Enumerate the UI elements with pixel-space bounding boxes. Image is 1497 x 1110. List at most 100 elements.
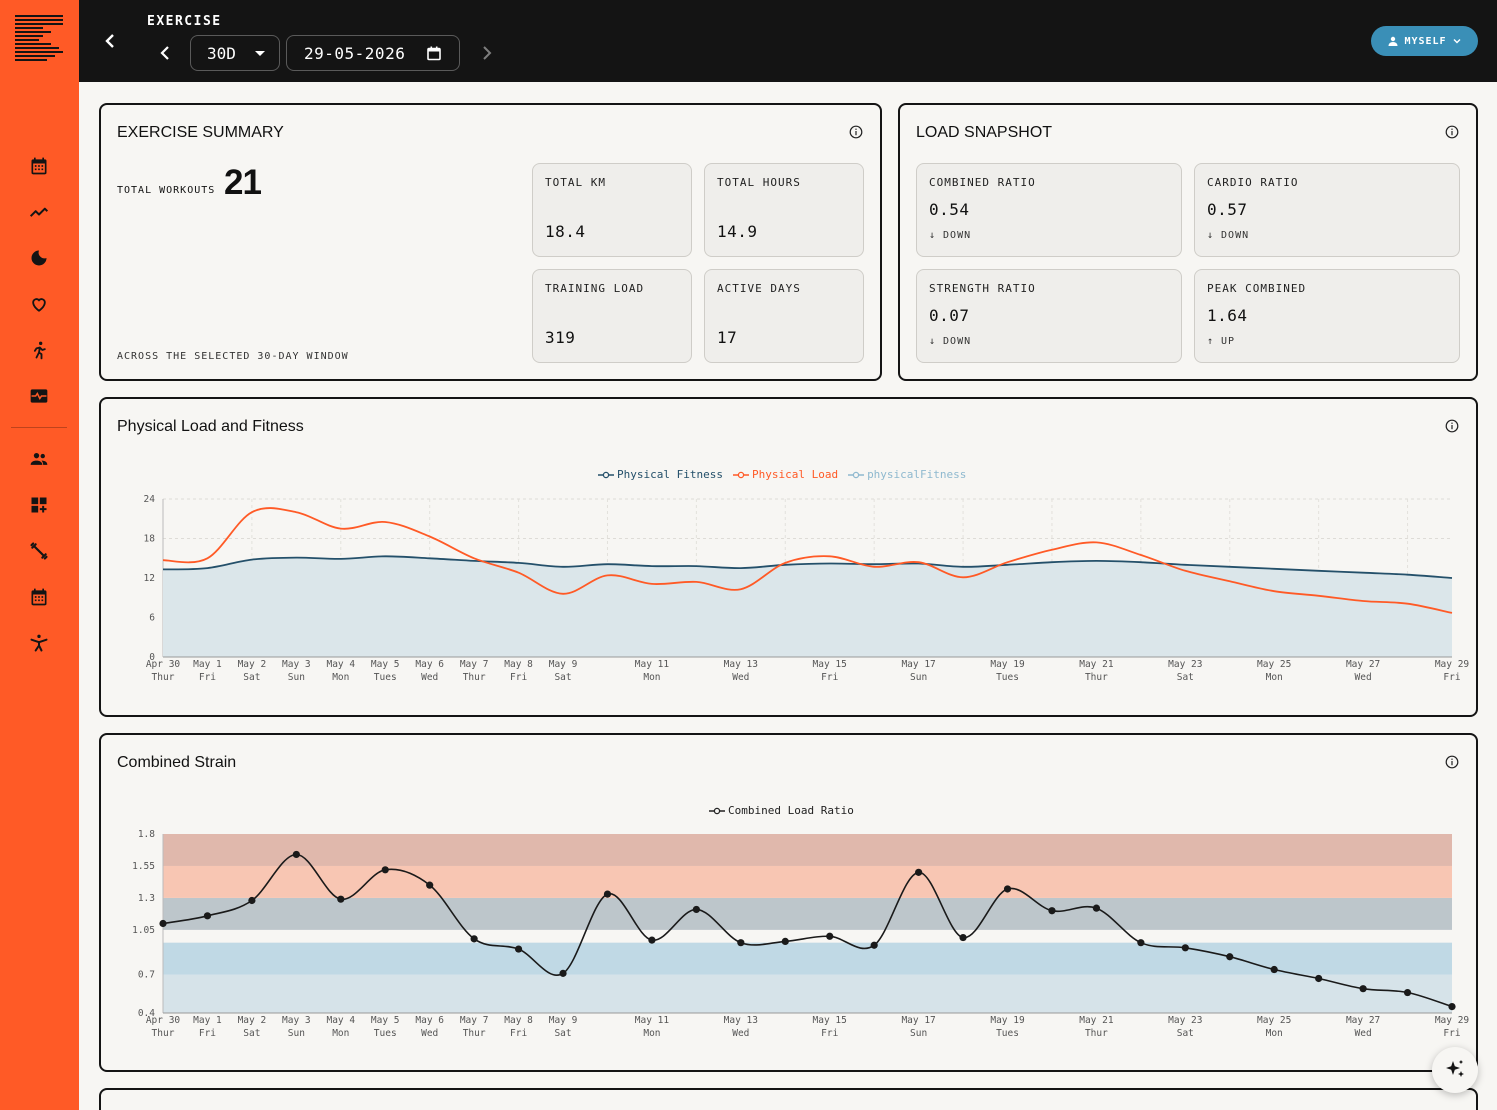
x-tick-label: May 3 <box>282 1015 311 1026</box>
trend-icon[interactable] <box>27 200 51 224</box>
logo-icon[interactable] <box>15 15 63 63</box>
data-point <box>1270 965 1278 974</box>
caret-down-icon <box>255 51 265 56</box>
data-point <box>1003 885 1012 893</box>
x-tick-weekday: Wed <box>1355 672 1372 683</box>
page-title: EXERCISE <box>147 14 222 29</box>
info-icon[interactable] <box>849 125 863 139</box>
legend-item[interactable]: Physical Load <box>732 468 839 481</box>
x-tick-weekday: Fri <box>510 672 527 683</box>
yoga-icon[interactable] <box>27 631 51 655</box>
tile-label: TOTAL HOURS <box>717 176 801 189</box>
legend-label: Physical Load <box>751 468 839 481</box>
x-tick-weekday: Mon <box>1266 672 1283 683</box>
physical-load-card: Physical Load and Fitness Physical Fitne… <box>99 397 1478 717</box>
tile-value: 17 <box>717 328 738 347</box>
legend-line-icon <box>598 471 614 478</box>
fitness-icon[interactable] <box>27 539 51 563</box>
metric-tile-total-km: TOTAL KM 18.4 <box>532 163 692 257</box>
x-tick-weekday: Sat <box>1177 672 1194 683</box>
x-tick-weekday: Wed <box>732 1028 749 1039</box>
next-period-button[interactable] <box>477 42 497 64</box>
data-point <box>292 850 300 859</box>
x-tick-weekday: Sun <box>910 1028 927 1039</box>
calendar-icon[interactable] <box>27 154 51 178</box>
x-tick-weekday: Wed <box>421 672 438 683</box>
tile-label: PEAK COMBINED <box>1207 282 1307 295</box>
combined-strain-chart: 0.4 0.7 1.05 1.3 1.55 1.8 Apr 30 Thur May 1 Fri Ma… <box>132 829 1469 1039</box>
range-value: 30D <box>207 43 236 63</box>
top-bar: EXERCISE 30D 29-05-2026 MYSELF <box>79 0 1497 82</box>
legend-item[interactable]: Physical Fitness <box>598 468 723 481</box>
data-point <box>826 932 834 940</box>
zone-band <box>163 865 1452 898</box>
assistant-button[interactable] <box>1432 1047 1478 1093</box>
sidebar <box>0 0 79 1110</box>
tile-label: COMBINED RATIO <box>929 176 1036 189</box>
x-tick-label: May 27 <box>1346 659 1380 670</box>
legend-item[interactable]: Combined Load Ratio <box>709 804 854 817</box>
x-tick-label: May 17 <box>901 659 935 670</box>
x-tick-label: May 6 <box>415 659 444 670</box>
x-tick-weekday: Mon <box>643 672 660 683</box>
x-tick-label: May 5 <box>371 659 400 670</box>
chart-legend: Physical Fitness Physical Load physicalF… <box>598 468 966 481</box>
people-icon[interactable] <box>27 447 51 471</box>
tile-value: 0.54 <box>929 200 970 219</box>
x-tick-label: May 1 <box>193 1015 222 1026</box>
date-input[interactable]: 29-05-2026 <box>286 35 460 71</box>
y-tick-label: 6 <box>149 613 155 624</box>
calendar-icon[interactable] <box>427 46 441 61</box>
fitness-line <box>162 555 1453 579</box>
data-point <box>203 912 212 920</box>
profile-button[interactable]: MYSELF <box>1371 26 1478 56</box>
y-tick-label: 0.4 <box>138 1008 155 1019</box>
calendar-month-icon[interactable] <box>27 585 51 609</box>
range-select[interactable]: 30D <box>190 35 280 71</box>
metric-tile-active-days: ACTIVE DAYS 17 <box>704 269 864 363</box>
x-tick-label: May 17 <box>901 1015 935 1026</box>
x-tick-weekday: Sun <box>288 672 305 683</box>
physical-load-chart: 0 6 12 18 24 Apr 30 Thur May 1 Fri May 2 Sat May 3 S… <box>144 494 1470 683</box>
running-icon[interactable] <box>27 338 51 362</box>
dashboard-add-icon[interactable] <box>27 493 51 517</box>
next-card <box>99 1088 1478 1110</box>
x-tick-label: May 7 <box>460 1015 489 1026</box>
date-value: 29-05-2026 <box>304 43 406 63</box>
x-tick-label: May 23 <box>1168 659 1202 670</box>
data-point <box>381 866 389 874</box>
y-tick-label: 12 <box>144 573 155 584</box>
x-tick-label: May 29 <box>1435 659 1470 670</box>
data-point <box>248 896 256 905</box>
monitor-heart-icon[interactable] <box>27 384 51 408</box>
legend-item[interactable]: physicalFitness <box>848 468 966 481</box>
combined-strain-card: Combined Strain Combined Load Ratio 0.4 0… <box>99 733 1478 1072</box>
previous-period-button[interactable] <box>155 42 175 64</box>
x-tick-weekday: Tues <box>374 672 397 683</box>
moon-icon[interactable] <box>27 246 51 270</box>
exercise-summary-card: EXERCISE SUMMARY TOTAL WORKOUTS 21 ACROS… <box>99 103 882 381</box>
card-title: Combined Strain <box>117 754 237 771</box>
info-icon[interactable] <box>1445 755 1459 769</box>
info-icon[interactable] <box>1445 419 1459 433</box>
info-icon[interactable] <box>1445 125 1459 139</box>
legend-line-icon <box>709 807 725 814</box>
x-tick-weekday: Sun <box>910 672 927 683</box>
data-point <box>692 905 700 914</box>
tile-value: 14.9 <box>717 222 758 241</box>
x-tick-label: May 8 <box>504 659 533 670</box>
x-tick-weekday: Mon <box>332 1028 349 1039</box>
data-point <box>470 935 478 943</box>
heart-icon[interactable] <box>27 292 51 316</box>
data-point <box>1448 1003 1456 1011</box>
tile-trend: ↑ UP <box>1207 336 1236 347</box>
chevron-left-icon <box>105 34 114 48</box>
x-tick-label: May 21 <box>1079 659 1114 670</box>
metric-tile-training-load: TRAINING LOAD 319 <box>532 269 692 363</box>
x-tick-weekday: Thur <box>1085 672 1108 683</box>
x-tick-weekday: Wed <box>421 1028 438 1039</box>
back-button[interactable] <box>99 28 121 54</box>
metric-tile-total-hours: TOTAL HOURS 14.9 <box>704 163 864 257</box>
x-tick-weekday: Fri <box>1443 672 1460 683</box>
x-tick-weekday: Thur <box>1085 1028 1108 1039</box>
